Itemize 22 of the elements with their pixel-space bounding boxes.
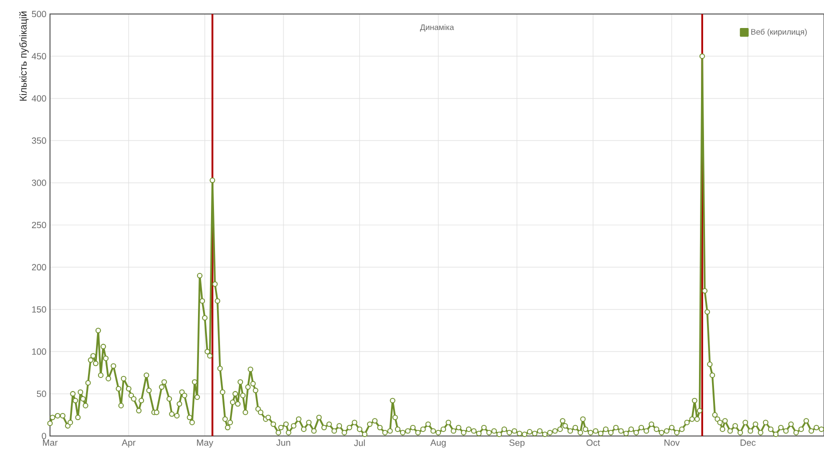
y-tick-label: 350	[32, 137, 46, 144]
x-tick-label: Oct	[586, 440, 600, 446]
y-tick-label: 100	[32, 348, 46, 355]
y-tick-label: 50	[36, 390, 46, 397]
y-tick-label: 0	[42, 432, 46, 440]
x-tick-label: Jul	[354, 440, 365, 446]
x-tick-label: Aug	[430, 440, 446, 448]
y-axis-title: Кількість публікацій	[19, 12, 29, 101]
y-tick-label: 300	[32, 180, 46, 186]
x-tick-label: May	[197, 440, 214, 448]
x-tick-label: Apr	[122, 440, 136, 448]
x-tick-label: Dec	[740, 440, 756, 446]
x-tick-label: Nov	[664, 440, 680, 446]
y-tick-label: 450	[32, 53, 46, 60]
y-tick-label: 200	[32, 264, 46, 270]
y-tick-label: 500	[32, 10, 46, 18]
y-tick-label: 150	[32, 306, 46, 313]
x-tick-label: Mar	[43, 440, 58, 446]
x-tick-label: Jun	[276, 440, 290, 446]
y-tick-label: 250	[32, 222, 46, 228]
x-tick-label: Sep	[509, 440, 525, 448]
y-tick-label: 400	[32, 95, 46, 102]
